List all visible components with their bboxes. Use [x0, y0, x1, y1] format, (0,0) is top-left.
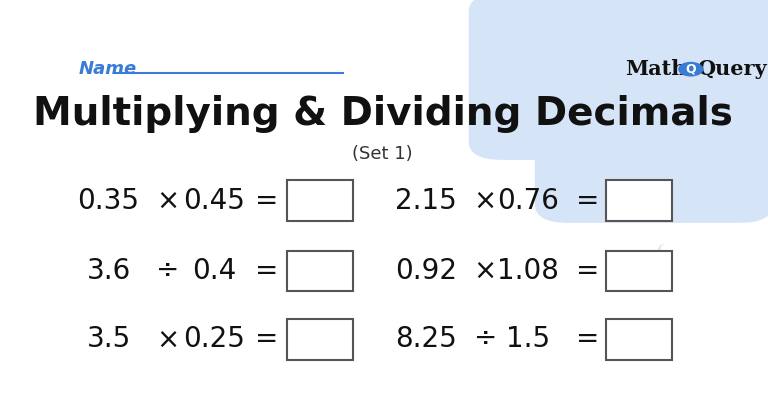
Text: =: = — [576, 257, 599, 285]
FancyBboxPatch shape — [606, 251, 672, 291]
Text: 0.92: 0.92 — [395, 257, 457, 285]
Text: ÷: ÷ — [157, 257, 180, 285]
Text: Name: Name — [79, 60, 137, 78]
FancyBboxPatch shape — [535, 93, 768, 223]
Text: =: = — [256, 257, 279, 285]
Text: 0.35: 0.35 — [78, 186, 140, 215]
FancyBboxPatch shape — [606, 180, 672, 221]
Text: Math: Math — [625, 59, 687, 79]
Text: ×: × — [157, 186, 180, 215]
Text: (Set 1): (Set 1) — [353, 145, 413, 163]
Text: 2.15: 2.15 — [395, 186, 457, 215]
Text: ×: × — [157, 326, 180, 353]
Text: 3.6: 3.6 — [86, 257, 131, 285]
Text: ×: × — [474, 186, 497, 215]
FancyBboxPatch shape — [606, 319, 672, 360]
Text: 0.45: 0.45 — [184, 186, 245, 215]
Text: =: = — [576, 326, 599, 353]
Text: 0.25: 0.25 — [184, 326, 245, 353]
Text: Multiplying & Dividing Decimals: Multiplying & Dividing Decimals — [33, 95, 733, 133]
Text: 0.4: 0.4 — [192, 257, 237, 285]
Circle shape — [659, 244, 675, 253]
FancyBboxPatch shape — [287, 319, 353, 360]
Text: 8.25: 8.25 — [395, 326, 457, 353]
Circle shape — [661, 244, 680, 254]
Text: 1.08: 1.08 — [497, 257, 559, 285]
FancyBboxPatch shape — [287, 180, 353, 221]
Text: ×: × — [474, 257, 497, 285]
Text: 0.76: 0.76 — [497, 186, 559, 215]
Circle shape — [679, 62, 703, 76]
Text: =: = — [256, 326, 279, 353]
Text: 3.5: 3.5 — [86, 326, 131, 353]
Text: =: = — [256, 186, 279, 215]
Circle shape — [622, 190, 646, 204]
Text: 1.5: 1.5 — [506, 326, 550, 353]
Text: Query: Query — [697, 59, 766, 79]
Text: =: = — [576, 186, 599, 215]
FancyBboxPatch shape — [287, 251, 353, 291]
Text: Q: Q — [686, 63, 696, 75]
Text: ÷: ÷ — [474, 326, 497, 353]
FancyBboxPatch shape — [468, 0, 768, 160]
